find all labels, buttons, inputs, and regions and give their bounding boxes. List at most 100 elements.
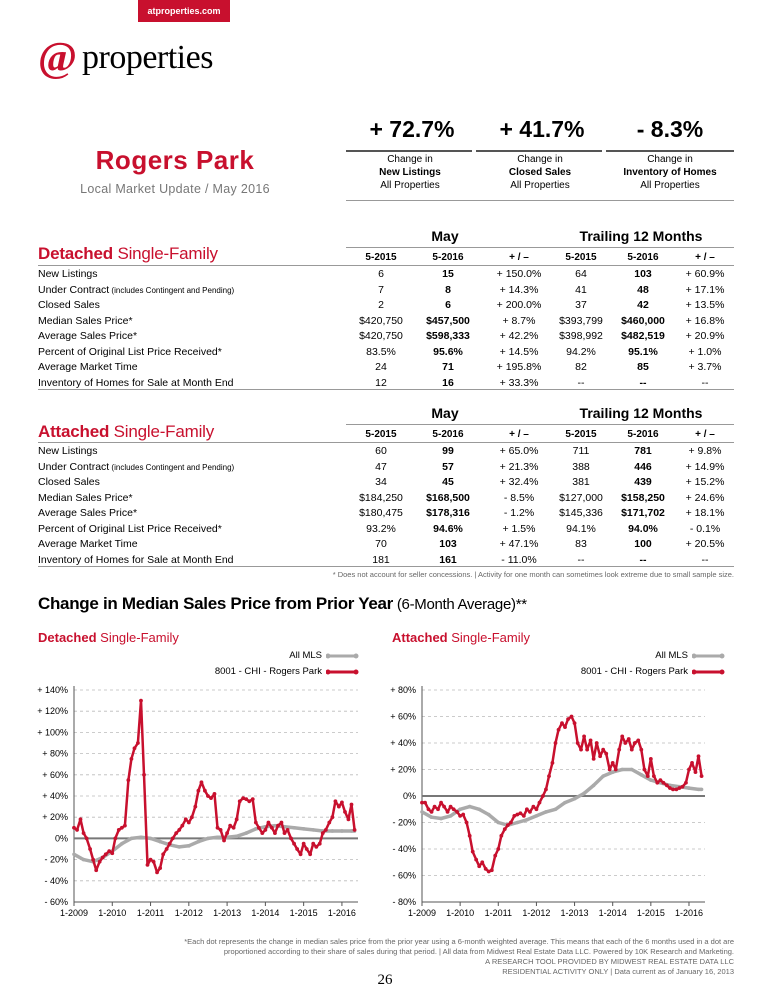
col-head: + / – (695, 429, 715, 440)
data-point (496, 820, 501, 825)
y-tick-label: - 40% (392, 844, 416, 854)
data-point (594, 741, 599, 745)
data-point (502, 827, 507, 832)
data-point (572, 796, 577, 801)
data-point (231, 825, 236, 830)
data-point (420, 800, 424, 805)
data-point (343, 810, 347, 814)
detached-section-title: Detached Single-Family (38, 244, 218, 264)
data-point (534, 814, 539, 818)
col-head: 5-2016 (627, 252, 659, 263)
table-cell: 24 (375, 361, 387, 373)
table-cell: 181 (372, 553, 390, 566)
table-cell: 95.6% (433, 345, 463, 358)
legend-dot (353, 653, 359, 659)
x-tick-label: 1-2009 (60, 908, 88, 918)
data-point (423, 800, 427, 805)
row-label-text: Closed Sales (38, 299, 100, 311)
data-point (107, 849, 112, 854)
y-tick-label: - 20% (392, 818, 416, 828)
table-cell: 94.0% (628, 522, 658, 535)
data-point (585, 747, 590, 752)
chart-footnote: *Each dot represents the change in media… (100, 937, 734, 977)
data-point (273, 823, 277, 828)
table-cell: + 17.1% (685, 283, 725, 296)
data-point (486, 812, 491, 817)
y-tick-label: - 20% (44, 855, 68, 865)
row-label: Average Sales Price* (38, 329, 137, 344)
data-point (215, 835, 220, 840)
data-point (170, 836, 175, 841)
data-point (75, 828, 79, 832)
table-cell: + 1.0% (688, 345, 722, 358)
kpi-inventory-caption: Change in Inventory of Homes All Propert… (606, 153, 734, 192)
data-point (541, 794, 545, 798)
table-cell: + 9.8% (688, 445, 722, 457)
data-point (464, 820, 469, 825)
data-point (292, 841, 296, 846)
data-point (610, 760, 615, 765)
data-point (340, 829, 344, 833)
data-point (301, 827, 306, 831)
col-head: 5-2016 (432, 252, 464, 263)
data-point (436, 807, 440, 812)
table-cell: + 1.5% (502, 522, 536, 535)
data-point (493, 853, 498, 858)
row-label: Closed Sales (38, 298, 100, 313)
row-label-text: New Listings (38, 445, 98, 457)
y-tick-label: - 60% (44, 897, 68, 907)
y-tick-label: + 60% (390, 712, 416, 722)
table-cell: 70 (375, 538, 387, 550)
table-cell: 41 (575, 283, 587, 296)
y-tick-label: + 80% (42, 749, 68, 759)
row-label-text: Percent of Original List Price Received* (38, 345, 222, 358)
data-point (499, 833, 504, 838)
data-point (639, 747, 644, 752)
x-tick-label: 1-2013 (213, 908, 241, 918)
data-point (269, 825, 274, 830)
group-head-trailing: Trailing 12 Months (579, 405, 703, 421)
detached-median-price-chart: - 60% - 40% - 20% 0% + 20% + 40% + 60% + 80% + 1… (37, 685, 358, 918)
group-rule (346, 424, 734, 425)
table-cell: $178,316 (426, 507, 470, 519)
col-head: + / – (509, 429, 529, 440)
kpi-rule (346, 150, 472, 152)
data-point (569, 714, 574, 719)
y-tick-label: - 60% (392, 871, 416, 881)
data-point (196, 839, 201, 844)
legend-dot (692, 653, 697, 659)
site-url-tab[interactable]: atproperties.com (138, 0, 230, 22)
data-point (575, 741, 580, 745)
data-point (330, 829, 335, 833)
table-cell: + 3.7% (688, 361, 722, 373)
group-head-trailing: Trailing 12 Months (579, 228, 703, 244)
data-point (649, 778, 653, 782)
data-point (151, 859, 156, 864)
data-point (642, 767, 647, 772)
data-point (477, 864, 482, 869)
data-point (78, 817, 83, 822)
table-row: Percent of Original List Price Received*… (38, 345, 736, 360)
data-point (620, 734, 625, 739)
data-point (352, 828, 357, 832)
table-header-row: 5-2015 5-2016 + / – 5-2015 5-2016 + / – (38, 250, 736, 265)
table-cell: $180,475 (359, 507, 403, 519)
kpi-caption-metric: Inventory of Homes (623, 167, 717, 178)
x-tick-label: 1-2013 (561, 908, 589, 918)
x-tick-label: 1-2016 (675, 908, 703, 918)
table-cell: -- (639, 376, 647, 389)
table-cell: + 24.6% (685, 491, 725, 504)
data-point (537, 800, 542, 805)
kpi-inventory-value: - 8.3% (636, 116, 704, 142)
data-point (330, 815, 335, 820)
data-point (651, 774, 656, 779)
table-cell: + 42.2% (499, 330, 539, 342)
data-point (311, 841, 316, 846)
area-subtitle: Local Market Update / May 2016 (80, 182, 270, 196)
data-point (349, 802, 354, 807)
table-cell: 103 (634, 268, 652, 280)
data-point (81, 857, 86, 862)
table-cell: - 1.2% (503, 507, 535, 519)
legend-dot (719, 669, 725, 675)
table-cell: $420,750 (359, 314, 403, 327)
